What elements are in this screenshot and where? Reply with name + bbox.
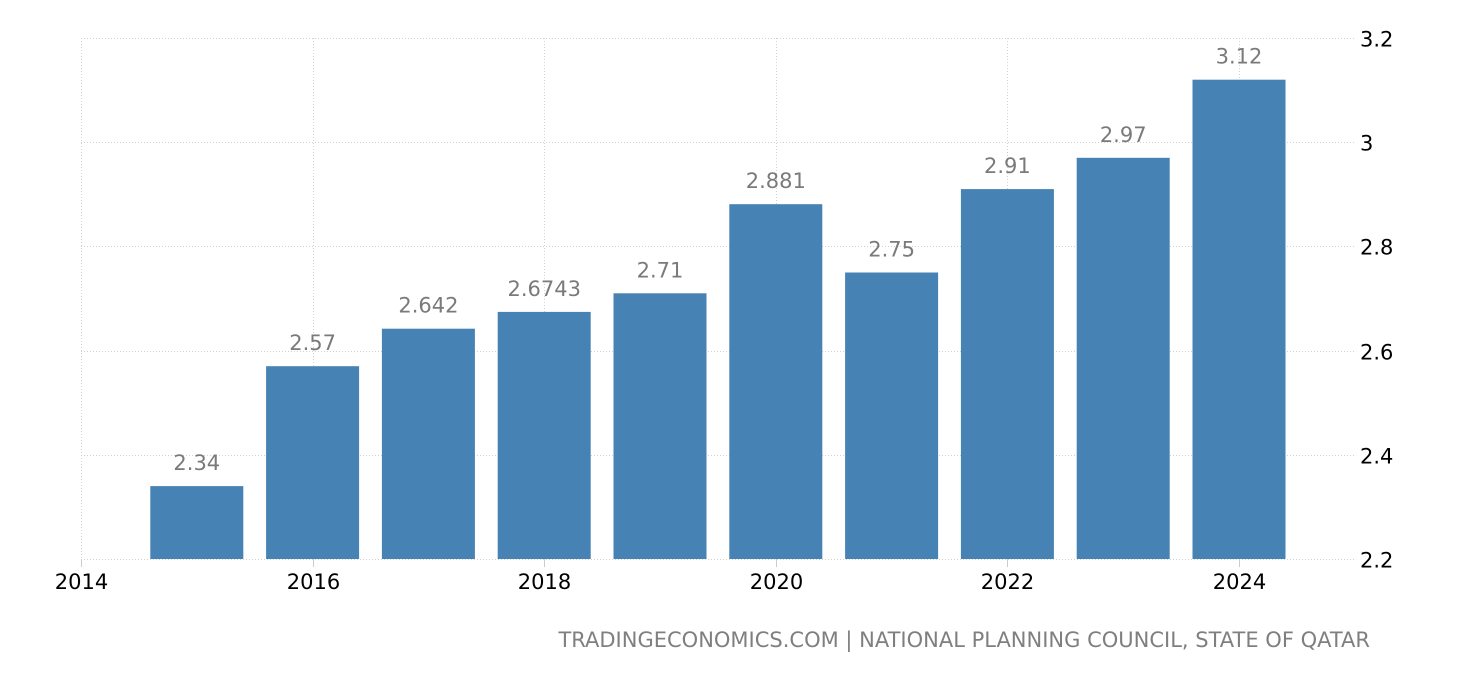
bar-2015: [150, 486, 244, 559]
y-tick-label: 2.8: [1360, 236, 1393, 260]
value-label: 2.71: [637, 258, 684, 282]
bar-2018: [497, 311, 591, 559]
value-label: 2.75: [868, 238, 915, 262]
x-tick-label: 2020: [750, 570, 803, 594]
y-tick-label: 2.4: [1360, 445, 1393, 469]
source-footer: TRADINGECONOMICS.COM | NATIONAL PLANNING…: [558, 628, 1370, 652]
y-axis: 2.2 2.4 2.6 2.8 3 3.2: [1360, 28, 1393, 573]
bar-2024: [1192, 79, 1286, 559]
value-label: 2.642: [398, 294, 458, 318]
y-tick-label: 3: [1360, 132, 1373, 156]
value-label: 2.91: [984, 154, 1031, 178]
bar-2022: [960, 189, 1054, 559]
x-tick-label: 2016: [287, 570, 340, 594]
bar-2023: [1076, 157, 1170, 560]
value-label: 2.6743: [507, 277, 580, 301]
x-tick-label: 2024: [1213, 570, 1266, 594]
value-label: 2.881: [746, 169, 806, 193]
x-axis: 2014 2016 2018 2020 2022 2024: [55, 559, 1266, 594]
x-tick-label: 2014: [55, 570, 108, 594]
y-tick-label: 2.6: [1360, 341, 1393, 365]
y-tick-label: 3.2: [1360, 28, 1393, 52]
bar-2020: [729, 204, 823, 559]
y-tick-label: 2.2: [1360, 549, 1393, 573]
bar-2016: [266, 366, 360, 559]
value-label: 3.12: [1216, 45, 1263, 69]
value-label: 2.34: [173, 451, 220, 475]
value-label: 2.57: [289, 331, 336, 355]
x-tick-label: 2022: [981, 570, 1034, 594]
bar-2019: [613, 293, 707, 559]
bar-2017: [381, 328, 475, 559]
bars: [150, 79, 1286, 560]
x-tick-label: 2018: [518, 570, 571, 594]
bar-2021: [845, 272, 939, 559]
gridlines: [81, 38, 1354, 560]
value-label: 2.97: [1100, 123, 1147, 147]
value-labels: 2.34 2.57 2.642 2.6743 2.71 2.881 2.75 2.91 2.97…: [173, 45, 1262, 475]
